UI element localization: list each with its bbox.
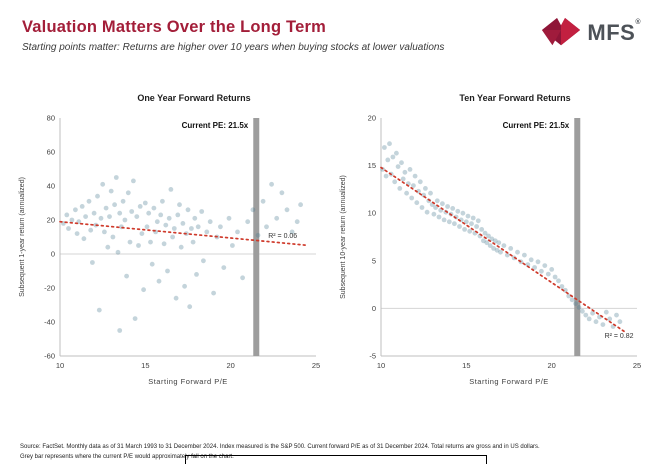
scatter-points [380,141,623,329]
mfs-logo: MFS® [540,12,641,53]
svg-text:0: 0 [372,304,376,313]
current-pe-label: Current PE: 21.5x [182,121,249,130]
svg-text:20: 20 [368,114,376,123]
svg-text:40: 40 [47,182,55,191]
charts-row: One Year Forward Returns -60 -40 -20 0 20 40 6… [0,93,661,407]
y-tick-labels: -5 0 5 10 15 20 [368,114,376,361]
svg-text:-5: -5 [369,352,376,361]
trend-line [380,166,628,335]
r-squared-label: R² = 0.06 [268,233,297,240]
footer: Source: FactSet. Monthly data as of 31 M… [20,443,653,462]
page-subtitle: Starting points matter: Returns are high… [22,42,445,53]
scatter-plot-one-year: -60 -40 -20 0 20 40 60 80 10 15 20 25 Current PE: 21… [19,114,320,387]
chart-title-one-year: One Year Forward Returns [137,93,251,103]
x-tick-labels: 10 15 20 25 [377,361,641,370]
y-axis-title: Subsequent 10-year return (annualized) [340,175,347,299]
svg-text:20: 20 [226,361,234,370]
svg-text:-20: -20 [44,284,55,293]
chart-ten-year-forward: Ten Year Forward Returns -5 0 5 10 15 20 10 15 2… [335,93,649,407]
page-title: Valuation Matters Over the Long Term [22,18,326,36]
trend-line [59,220,307,247]
svg-text:-40: -40 [44,318,55,327]
svg-text:20: 20 [47,216,55,225]
svg-text:15: 15 [368,161,376,170]
grey-bar-note: Grey bar represents where the current P/… [20,453,234,460]
svg-text:10: 10 [368,209,376,218]
svg-text:10: 10 [377,361,385,370]
source-note: Source: FactSet. Monthly data as of 31 M… [20,444,540,451]
svg-text:25: 25 [633,361,641,370]
svg-text:60: 60 [47,148,55,157]
svg-text:10: 10 [56,361,64,370]
mfs-logo-icon [540,12,582,53]
x-axis-title: Starting Forward P/E [469,377,549,386]
svg-text:-60: -60 [44,352,55,361]
scatter-points [61,175,303,333]
svg-text:0: 0 [51,250,55,259]
scatter-plot-ten-year: -5 0 5 10 15 20 10 15 20 25 Current PE: 21.5x R² = … [340,114,641,387]
current-pe-label: Current PE: 21.5x [503,121,570,130]
current-pe-bar [574,118,581,356]
chart-title-ten-year: Ten Year Forward Returns [459,93,571,103]
chart-one-year-forward: One Year Forward Returns -60 -40 -20 0 20 40 6… [14,93,328,407]
header: Valuation Matters Over the Long Term Sta… [0,0,661,53]
svg-text:15: 15 [141,361,149,370]
svg-text:5: 5 [372,256,376,265]
mfs-logo-text: MFS® [587,19,641,45]
x-axis-title: Starting Forward P/E [148,377,228,386]
svg-text:15: 15 [462,361,470,370]
r-squared-label: R² = 0.82 [605,333,634,340]
y-axis-title: Subsequent 1-year return (annualized) [19,177,26,297]
svg-text:25: 25 [312,361,320,370]
svg-text:80: 80 [47,114,55,123]
x-tick-labels: 10 15 20 25 [56,361,320,370]
current-pe-bar [253,118,260,356]
registered-mark: ® [635,19,641,27]
y-tick-labels: -60 -40 -20 0 20 40 60 80 [44,114,55,361]
svg-text:20: 20 [547,361,555,370]
